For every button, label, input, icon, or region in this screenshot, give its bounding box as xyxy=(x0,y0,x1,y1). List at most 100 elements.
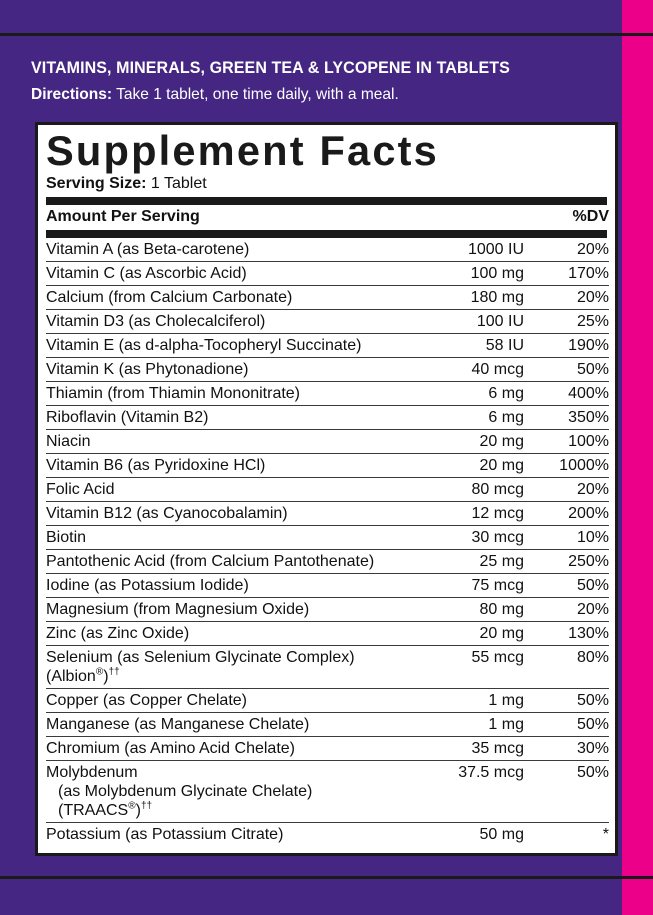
nutrient-amount: 50 mg xyxy=(479,826,524,843)
table-row: Biotin 30 mcg 10% xyxy=(46,525,609,550)
nutrient-amount: 6 mg xyxy=(406,405,524,430)
nutrient-name-subline: (as Molybdenum Glycinate Chelate)(TRAACS… xyxy=(46,782,406,820)
product-title: VITAMINS, MINERALS, GREEN TEA & LYCOPENE… xyxy=(31,59,510,77)
nutrient-name: Folic Acid xyxy=(46,477,406,502)
nutrients-table-body: Vitamin A (as Beta-carotene) 1000 IU 20%… xyxy=(46,238,609,846)
nutrient-dv: 30% xyxy=(524,736,609,761)
nutrient-name: Vitamin A (as Beta-carotene) xyxy=(46,238,406,262)
heading-block: VITAMINS, MINERALS, GREEN TEA & LYCOPENE… xyxy=(31,58,601,105)
nutrient-dv: 250% xyxy=(524,549,609,574)
nutrient-name: Vitamin B12 (as Cyanocobalamin) xyxy=(46,501,406,526)
nutrient-name: Vitamin E (as d-alpha-Tocopheryl Succina… xyxy=(46,333,406,358)
nutrient-amount: 58 IU xyxy=(406,333,524,358)
nutrient-amount: 35 mcg xyxy=(406,736,524,761)
nutrient-name: Molybdenum (as Molybdenum Glycinate Chela… xyxy=(46,760,406,823)
nutrient-dv: 25% xyxy=(524,309,609,334)
nutrient-amount: 100 IU xyxy=(406,309,524,334)
nutrient-dv: 80% xyxy=(524,645,609,689)
serving-size-value: 1 Tablet xyxy=(146,175,207,192)
table-row: Folic Acid 80 mcg 20% xyxy=(46,477,609,502)
nutrient-amount: 25 mg xyxy=(406,549,524,574)
nutrient-dv: 100% xyxy=(524,429,609,454)
nutrient-name: Pantothenic Acid (from Calcium Pantothen… xyxy=(46,549,406,574)
nutrient-amount: 80 mcg xyxy=(406,477,524,502)
nutrient-dv: 50% xyxy=(524,357,609,382)
nutrient-amount: 1 mg xyxy=(406,688,524,713)
nutrient-dv: 200% xyxy=(524,501,609,526)
table-row: Calcium (from Calcium Carbonate) 180 mg … xyxy=(46,285,609,310)
directions-text: Take 1 tablet, one time daily, with a me… xyxy=(112,86,399,103)
nutrient-amount: 40 mcg xyxy=(406,357,524,382)
nutrient-name: Magnesium (from Magnesium Oxide) xyxy=(46,597,406,622)
nutrient-name: Copper (as Copper Chelate) xyxy=(46,688,406,713)
nutrient-amount: 6 mg xyxy=(406,381,524,406)
nutrient-dv: 400% xyxy=(524,381,609,406)
table-row: Pantothenic Acid (from Calcium Pantothen… xyxy=(46,549,609,574)
table-row: Vitamin A (as Beta-carotene) 1000 IU 20% xyxy=(46,238,609,262)
nutrient-amount: 20 mg xyxy=(406,429,524,454)
nutrient-dv: 50% xyxy=(524,712,609,737)
table-row: Potassium (as Potassium Citrate) 50 mg * xyxy=(46,823,609,847)
nutrient-amount: 100 mg xyxy=(406,261,524,286)
top-fold-line xyxy=(0,33,653,36)
nutrient-amount: 1000 IU xyxy=(406,238,524,262)
nutrient-amount: 20 mg xyxy=(406,621,524,646)
nutrient-name: Biotin xyxy=(46,525,406,550)
table-header-row: Amount Per Serving %DV xyxy=(46,205,609,227)
nutrient-name-text-post: ) xyxy=(103,668,109,685)
nutrient-name: Thiamin (from Thiamin Mononitrate) xyxy=(46,381,406,406)
table-row: Thiamin (from Thiamin Mononitrate) 6 mg … xyxy=(46,381,609,406)
table-row: Molybdenum (as Molybdenum Glycinate Chela… xyxy=(46,760,609,823)
table-row: Selenium (as Selenium Glycinate Complex)… xyxy=(46,645,609,689)
table-row: Vitamin E (as d-alpha-Tocopheryl Succina… xyxy=(46,333,609,358)
table-row: Manganese (as Manganese Chelate) 1 mg 50… xyxy=(46,712,609,737)
nutrient-dv: 130% xyxy=(524,621,609,646)
nutrient-amount: 1 mg xyxy=(406,712,524,737)
directions-label: Directions: xyxy=(31,86,113,103)
nutrient-name: Vitamin C (as Ascorbic Acid) xyxy=(46,261,406,286)
rule-thick-top xyxy=(46,197,607,205)
nutrient-amount: 180 mg xyxy=(406,285,524,310)
percent-dv-header: %DV xyxy=(572,208,609,225)
nutrient-dv: 20% xyxy=(524,285,609,310)
nutrient-dv: 20% xyxy=(524,477,609,502)
nutrient-name-text: Molybdenum xyxy=(46,764,138,781)
nutrient-name: Niacin xyxy=(46,429,406,454)
nutrient-amount: 75 mcg xyxy=(406,573,524,598)
rule-thick-bottom xyxy=(46,230,607,238)
nutrient-name: Selenium (as Selenium Glycinate Complex)… xyxy=(46,645,406,689)
nutrient-amount: 12 mcg xyxy=(406,501,524,526)
nutrient-dv: * xyxy=(602,826,609,843)
nutrient-dv: 20% xyxy=(524,597,609,622)
nutrient-name: Zinc (as Zinc Oxide) xyxy=(46,621,406,646)
nutrient-dv: 170% xyxy=(524,261,609,286)
nutrient-dv: 190% xyxy=(524,333,609,358)
table-row: Copper (as Copper Chelate) 1 mg 50% xyxy=(46,688,609,713)
pink-accent-strip xyxy=(622,0,653,915)
nutrient-dv: 350% xyxy=(524,405,609,430)
registered-mark-icon: ® xyxy=(95,666,104,678)
table-row: Magnesium (from Magnesium Oxide) 80 mg 2… xyxy=(46,597,609,622)
supplement-facts-title: Supplement Facts xyxy=(46,127,439,174)
table-row: Vitamin D3 (as Cholecalciferol) 100 IU 2… xyxy=(46,309,609,334)
table-row: Vitamin B12 (as Cyanocobalamin) 12 mcg 2… xyxy=(46,501,609,526)
dagger-footnote-mark: †† xyxy=(108,666,120,678)
table-row: Vitamin K (as Phytonadione) 40 mcg 50% xyxy=(46,357,609,382)
supplement-facts-panel: Supplement Facts Serving Size: 1 Tablet … xyxy=(35,122,618,856)
nutrient-name: Potassium (as Potassium Citrate) xyxy=(46,826,284,843)
nutrient-subline-text-post: ) xyxy=(135,802,141,819)
nutrient-name: Chromium (as Amino Acid Chelate) xyxy=(46,736,406,761)
nutrient-dv: 50% xyxy=(524,760,609,823)
table-row: Riboflavin (Vitamin B2) 6 mg 350% xyxy=(46,405,609,430)
serving-size-label: Serving Size: xyxy=(46,175,147,192)
nutrients-table: Amount Per Serving %DV xyxy=(46,205,609,227)
directions-line: Directions: Take 1 tablet, one time dail… xyxy=(31,85,584,105)
nutrient-subline-text: (as Molybdenum Glycinate Chelate)(TRAACS xyxy=(58,783,313,819)
nutrient-amount: 30 mcg xyxy=(406,525,524,550)
dagger-footnote-mark: †† xyxy=(140,800,153,812)
table-row: Vitamin B6 (as Pyridoxine HCl) 20 mg 100… xyxy=(46,453,609,478)
nutrient-name-text: Selenium (as Selenium Glycinate Complex)… xyxy=(46,649,355,685)
table-row: Niacin 20 mg 100% xyxy=(46,429,609,454)
nutrient-dv: 50% xyxy=(524,688,609,713)
